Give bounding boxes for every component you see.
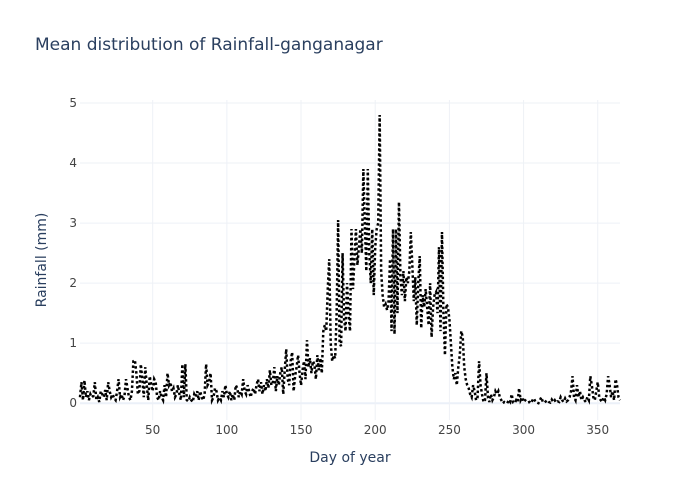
- x-tick-label: 350: [586, 423, 609, 437]
- y-tick-label: 0: [69, 396, 77, 410]
- y-tick-label: 3: [69, 216, 77, 230]
- x-tick-label: 50: [145, 423, 160, 437]
- y-axis-label: Rainfall (mm): [34, 213, 50, 308]
- x-tick-label: 150: [290, 423, 313, 437]
- y-tick-label: 1: [69, 336, 77, 350]
- chart-title: Mean distribution of Rainfall-ganganagar: [35, 35, 383, 55]
- x-tick-label: 200: [364, 423, 387, 437]
- data-line: [78, 114, 622, 406]
- x-axis-label: Day of year: [309, 450, 391, 466]
- y-tick-label: 4: [69, 156, 77, 170]
- x-tick-label: 300: [512, 423, 535, 437]
- y-tick-label: 5: [69, 96, 77, 110]
- x-tick-label: 100: [215, 423, 238, 437]
- y-tick-label: 2: [69, 276, 77, 290]
- x-tick-label: 250: [438, 423, 461, 437]
